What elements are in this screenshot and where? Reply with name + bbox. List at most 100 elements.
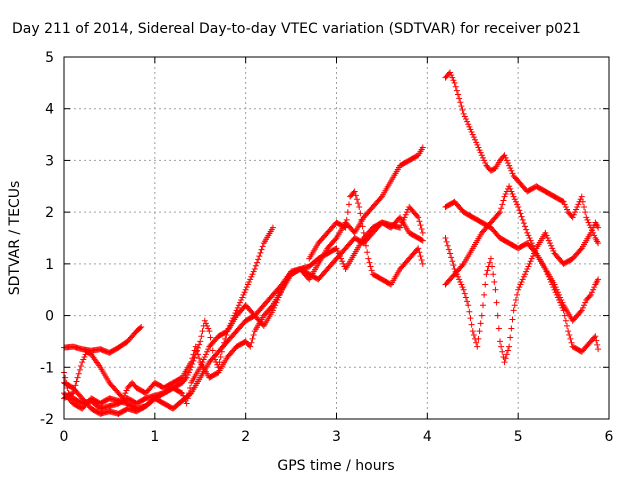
series-track-7 xyxy=(442,69,602,247)
data-point xyxy=(517,281,524,288)
data-point xyxy=(122,390,129,397)
data-point xyxy=(202,320,209,327)
grid xyxy=(64,57,609,419)
data-point xyxy=(464,118,471,125)
data-point xyxy=(452,268,459,275)
data-point xyxy=(512,198,519,205)
data-point xyxy=(235,302,242,309)
data-point xyxy=(561,201,568,208)
data-point xyxy=(462,116,469,123)
data-point xyxy=(591,334,598,341)
data-point xyxy=(366,259,373,266)
data-point xyxy=(499,201,506,208)
data-point xyxy=(250,268,257,275)
data-point xyxy=(451,79,458,86)
data-point xyxy=(240,291,247,298)
data-point xyxy=(520,220,527,227)
data-point xyxy=(517,210,524,217)
data-point xyxy=(216,359,223,366)
data-point xyxy=(578,193,585,200)
data-point xyxy=(205,325,212,332)
data-point xyxy=(588,289,595,296)
data-point xyxy=(476,147,483,154)
data-point xyxy=(442,235,449,241)
data-point xyxy=(206,328,213,335)
data-point xyxy=(73,378,80,385)
data-point xyxy=(418,256,425,263)
data-point xyxy=(508,188,515,195)
data-point xyxy=(333,245,340,252)
data-point xyxy=(248,339,255,346)
data-point xyxy=(590,286,597,293)
data-point xyxy=(80,356,87,363)
data-point xyxy=(549,281,556,288)
data-point xyxy=(579,198,586,205)
data-point xyxy=(595,224,602,231)
data-point xyxy=(81,353,88,360)
data-point xyxy=(250,331,257,338)
data-point xyxy=(469,328,476,335)
data-point xyxy=(459,107,466,114)
data-point xyxy=(578,307,585,314)
data-point xyxy=(469,131,476,138)
data-point xyxy=(414,213,421,220)
data-point xyxy=(556,297,563,304)
y-tick-label: 3 xyxy=(45,153,54,169)
y-tick-label: -1 xyxy=(40,360,54,376)
data-point xyxy=(519,276,526,283)
data-point xyxy=(509,191,516,198)
data-point xyxy=(490,271,497,278)
data-point xyxy=(255,256,262,263)
y-tick-label: 0 xyxy=(45,309,54,325)
data-point xyxy=(516,284,523,291)
data-point xyxy=(419,144,426,151)
data-point xyxy=(595,346,602,353)
data-point xyxy=(478,312,485,319)
data-point xyxy=(516,207,523,214)
data-point xyxy=(258,246,265,253)
data-point xyxy=(466,123,473,130)
data-point xyxy=(545,237,552,244)
data-point xyxy=(542,229,549,236)
data-point xyxy=(364,249,371,256)
data-point xyxy=(445,246,452,253)
data-point xyxy=(451,266,458,273)
data-point xyxy=(577,246,584,253)
data-point xyxy=(242,286,249,293)
data-point xyxy=(497,338,503,345)
data-point xyxy=(461,113,468,120)
data-point xyxy=(200,356,207,363)
data-point xyxy=(573,206,580,213)
data-point xyxy=(417,253,424,260)
data-point xyxy=(196,355,203,362)
data-point xyxy=(546,276,553,283)
series-track-5 xyxy=(61,203,426,412)
data-point xyxy=(560,307,567,314)
data-point xyxy=(492,286,499,293)
data-point xyxy=(204,348,211,355)
data-point xyxy=(123,387,130,394)
data-point xyxy=(507,334,514,341)
data-point xyxy=(340,260,347,267)
data-point xyxy=(527,237,534,244)
data-point xyxy=(460,286,467,293)
data-point xyxy=(238,297,245,304)
data-point xyxy=(256,253,263,260)
data-point xyxy=(403,209,410,216)
data-point xyxy=(397,224,404,231)
data-point xyxy=(234,304,241,311)
data-point xyxy=(217,353,224,360)
data-point xyxy=(201,353,208,360)
data-point xyxy=(588,227,595,234)
data-point xyxy=(495,210,502,217)
data-point xyxy=(585,219,592,226)
data-point xyxy=(521,223,528,230)
data-point xyxy=(464,298,471,305)
data-point xyxy=(466,308,473,315)
data-point xyxy=(419,260,426,267)
data-point xyxy=(586,293,593,300)
series-track-9 xyxy=(442,183,602,355)
data-point xyxy=(482,281,489,288)
data-point xyxy=(207,334,214,341)
